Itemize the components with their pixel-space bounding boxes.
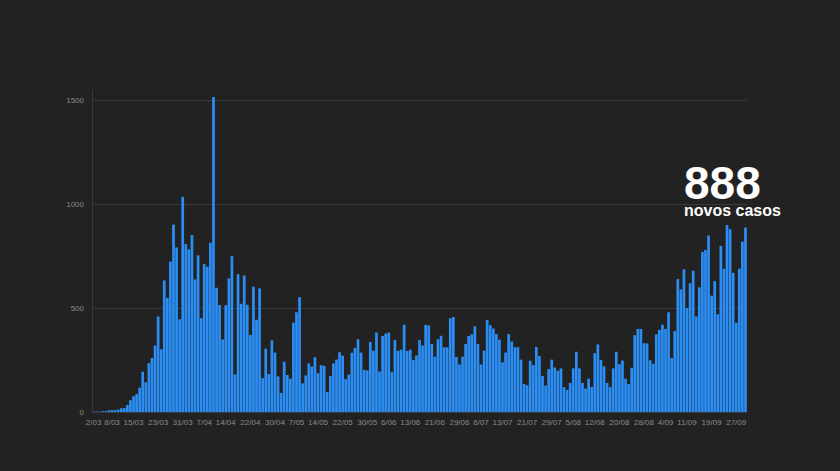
svg-text:14/05: 14/05 — [308, 418, 329, 427]
svg-text:15/03: 15/03 — [123, 418, 144, 427]
svg-text:22/04: 22/04 — [240, 418, 261, 427]
svg-text:30/04: 30/04 — [265, 418, 286, 427]
svg-text:31/03: 31/03 — [173, 418, 194, 427]
svg-text:8/03: 8/03 — [104, 418, 120, 427]
svg-text:12/08: 12/08 — [585, 418, 606, 427]
svg-text:1500: 1500 — [66, 96, 84, 105]
svg-text:29/07: 29/07 — [542, 418, 563, 427]
svg-text:500: 500 — [71, 304, 85, 313]
svg-text:14/04: 14/04 — [216, 418, 237, 427]
svg-text:4/09: 4/09 — [658, 418, 674, 427]
svg-text:23/03: 23/03 — [148, 418, 169, 427]
svg-text:0: 0 — [80, 408, 85, 417]
svg-text:5/08: 5/08 — [565, 418, 581, 427]
svg-text:6/06: 6/06 — [381, 418, 397, 427]
svg-text:7/05: 7/05 — [289, 418, 305, 427]
svg-text:2/03: 2/03 — [86, 418, 102, 427]
svg-text:13/07: 13/07 — [493, 418, 514, 427]
svg-text:20/08: 20/08 — [609, 418, 630, 427]
svg-text:novos casos: novos casos — [684, 201, 781, 219]
svg-text:21/07: 21/07 — [517, 418, 538, 427]
svg-text:6/07: 6/07 — [473, 418, 489, 427]
svg-text:27/09: 27/09 — [726, 418, 747, 427]
svg-text:888: 888 — [684, 157, 761, 209]
svg-text:22/05: 22/05 — [333, 418, 354, 427]
svg-text:11/09: 11/09 — [677, 418, 697, 427]
svg-text:30/05: 30/05 — [357, 418, 378, 427]
svg-text:1000: 1000 — [66, 200, 84, 209]
svg-text:28/08: 28/08 — [634, 418, 655, 427]
svg-text:7/04: 7/04 — [196, 418, 212, 427]
svg-text:19/09: 19/09 — [702, 418, 723, 427]
svg-text:29/06: 29/06 — [449, 418, 470, 427]
svg-text:13/06: 13/06 — [400, 418, 421, 427]
svg-text:21/06: 21/06 — [425, 418, 446, 427]
